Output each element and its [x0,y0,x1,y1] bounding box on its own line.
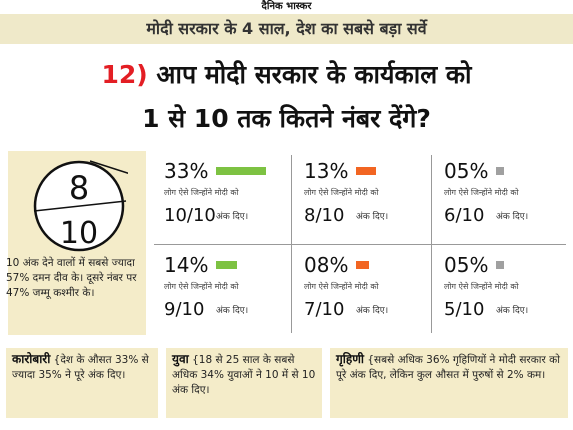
score-percent: 05% [444,159,489,183]
question-text-1: आप मोदी सरकार के कार्यकाल को [156,60,472,89]
score-cell: 08% लोग ऐसे जिन्होंने मोदी को 7/10 अंक दिए। [290,245,428,335]
segment-youth: युवा {18 से 25 साल के सबसे अधिक 34% युवा… [166,348,322,418]
score-description: लोग ऐसे जिन्होंने मोदी को [164,282,239,291]
score-description: लोग ऐसे जिन्होंने मोदी को [164,188,239,197]
question-line-2: 1 से 10 तक कितने नंबर देंगे? [142,104,431,133]
score-value: 10/10 [164,205,216,226]
segment-text: {18 से 25 साल के सबसे अधिक 34% युवाओं ने… [172,354,316,396]
segment-businessmen: कारोबारी {देश के औसत 33% से ज्यादा 35% न… [6,348,158,418]
score-bar [216,261,237,269]
left-note: 10 अंक देने वालों में सबसे ज्यादा 57% दम… [6,257,137,299]
score-percent: 05% [444,253,489,277]
score-cell: 05% लोग ऐसे जिन्होंने मोदी को 5/10 अंक दिए। [430,245,568,335]
score-value: 9/10 [164,299,205,320]
score-cell: 05% लोग ऐसे जिन्होंने मोदी को 6/10 अंक दिए। [430,151,568,241]
question-line-1: 12) आप मोदी सरकार के कार्यकाल को [0,58,573,92]
question-number: 12) [101,60,148,89]
score-gauge-panel: 8 10 [8,151,146,335]
score-suffix: अंक दिए। [216,306,249,316]
score-bar [496,167,504,175]
segment-housewives: गृहिणी {सबसे अधिक 36% गृहिणियों ने मोदी … [330,348,568,418]
score-description: लोग ऐसे जिन्होंने मोदी को [304,188,379,197]
gauge-numerator: 8 [69,169,89,207]
score-value: 6/10 [444,205,485,226]
score-cell: 33% लोग ऐसे जिन्होंने मोदी को 10/10 अंक दिए… [150,151,288,241]
score-bar [216,167,266,175]
score-percent: 33% [164,159,209,183]
score-cell: 14% लोग ऐसे जिन्होंने मोदी को 9/10 अंक दिए। [150,245,288,335]
gauge-denominator: 10 [60,216,98,251]
score-description: लोग ऐसे जिन्होंने मोदी को [444,282,519,291]
score-suffix: अंक दिए। [356,212,389,222]
segment-text: {देश के औसत 33% से ज्यादा 35% ने पूरे अं… [12,354,149,381]
score-bar [356,261,369,269]
score-percent: 08% [304,253,349,277]
score-suffix: अंक दिए। [496,306,529,316]
segment-head: गृहिणी [336,352,365,366]
survey-subtitle: मोदी सरकार के 4 साल, देश का सबसे बड़ा सर… [0,14,573,44]
grid-divider [154,244,566,245]
score-suffix: अंक दिए। [496,212,529,222]
score-suffix: अंक दिए। [356,306,389,316]
brand-logo: दैनिक भास्कर [261,1,312,12]
segment-head: युवा [172,352,189,366]
score-description: लोग ऐसे जिन्होंने मोदी को [304,282,379,291]
score-description: लोग ऐसे जिन्होंने मोदी को [444,188,519,197]
score-percent: 14% [164,253,209,277]
score-percent: 13% [304,159,349,183]
score-cell: 13% लोग ऐसे जिन्होंने मोदी को 8/10 अंक दिए। [290,151,428,241]
segment-head: कारोबारी [12,352,51,366]
question-block: 12) आप मोदी सरकार के कार्यकाल को 1 से 10… [0,52,573,148]
score-value: 5/10 [444,299,485,320]
score-grid: 33% लोग ऐसे जिन्होंने मोदी को 10/10 अंक दिए… [150,151,570,337]
score-value: 7/10 [304,299,345,320]
score-value: 8/10 [304,205,345,226]
score-gauge-icon: 8 10 [33,160,128,252]
segment-text: {सबसे अधिक 36% गृहिणियों ने मोदी सरकार क… [336,354,560,381]
score-bar [356,167,376,175]
score-suffix: अंक दिए। [216,212,249,222]
score-bar [496,261,504,269]
segment-findings: कारोबारी {देश के औसत 33% से ज्यादा 35% न… [0,344,573,430]
